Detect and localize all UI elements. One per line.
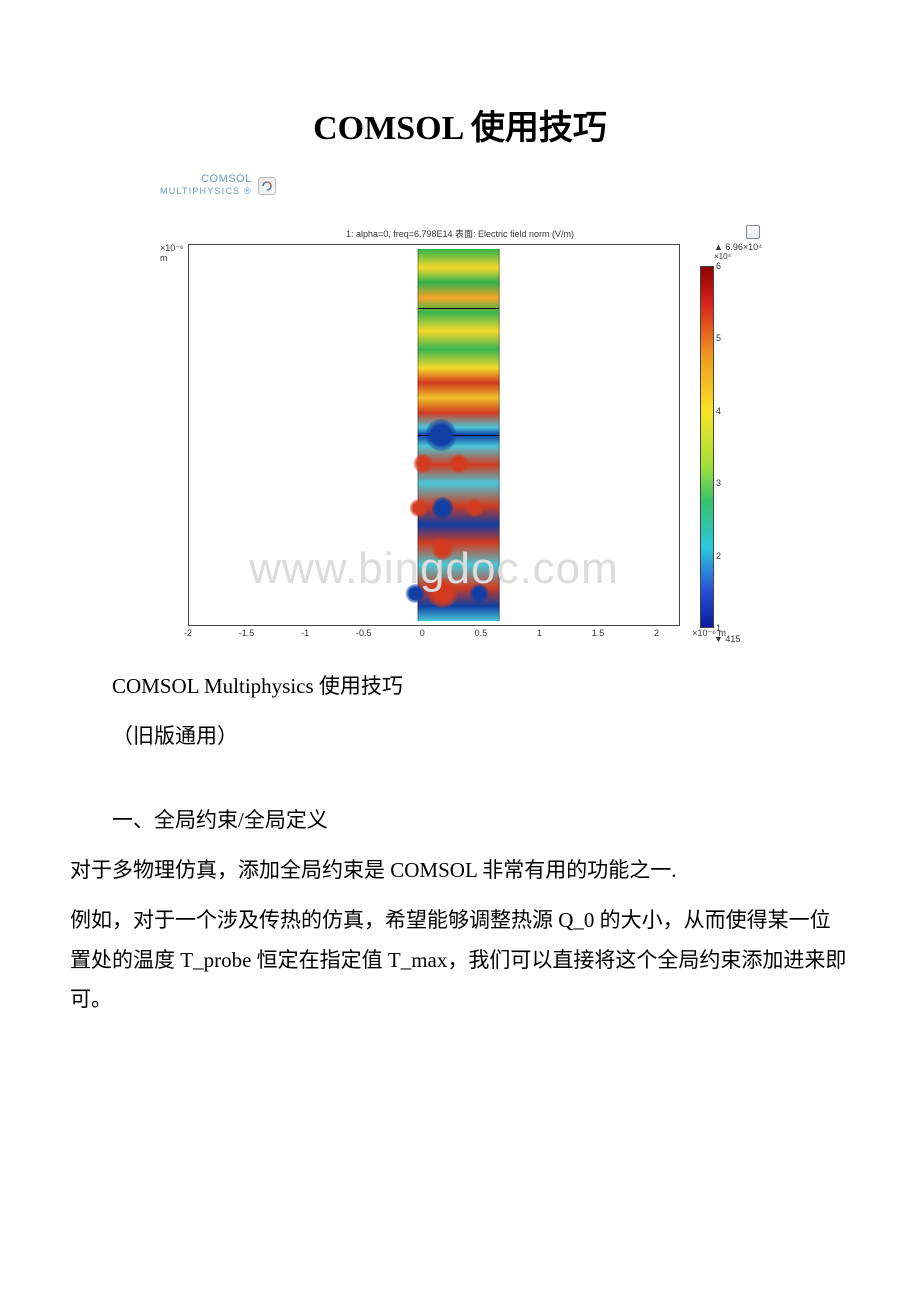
colorbar-tick: 4 [716, 406, 721, 416]
x-tick: 0 [420, 628, 425, 638]
field-blob [425, 419, 457, 451]
field-blob [405, 584, 424, 603]
logo-line1: COMSOL [201, 173, 252, 185]
field-blob [466, 499, 483, 516]
field-blob [428, 578, 458, 608]
x-tick: -1.5 [239, 628, 255, 638]
x-tick: -0.5 [356, 628, 372, 638]
colorbar-tick: 1 [716, 623, 721, 633]
subtitle-1: COMSOL Multiphysics 使用技巧 [70, 667, 850, 707]
body-para-2: 例如，对于一个涉及传热的仿真，希望能够调整热源 Q_0 的大小，从而使得某一位置… [70, 901, 850, 1021]
logo-block: COMSOL MULTIPHYSICS ® [160, 169, 850, 197]
field-blob [449, 454, 468, 473]
colorbar-tick: 2 [716, 551, 721, 561]
colorbar-max: ▲ 6.96×10⁴ ×10⁴ [714, 242, 762, 261]
plot-title: 1: alpha=0, freq=6.798E14 表面: Electric f… [160, 227, 760, 240]
colorbar: ▲ 6.96×10⁴ ×10⁴ 1 2 3 4 5 6 ▼ 415 [700, 244, 760, 642]
x-tick: -2 [184, 628, 192, 638]
export-icon[interactable] [746, 225, 760, 239]
colorbar-min: ▼ 415 [714, 634, 740, 644]
y-unit-label: ×10⁻⁶ m [160, 244, 184, 264]
x-tick: -1 [301, 628, 309, 638]
colorbar-tick: 5 [716, 333, 721, 343]
section-heading: 一、全局约束/全局定义 [70, 801, 850, 841]
x-tick: 1 [537, 628, 542, 638]
subtitle-2: （旧版通用） [70, 717, 850, 757]
colorbar-tick: 3 [716, 478, 721, 488]
field-blob [410, 499, 427, 516]
body-para-1: 对于多物理仿真，添加全局约束是 COMSOL 非常有用的功能之一. [70, 851, 850, 891]
field-strip [418, 249, 500, 621]
colorbar-tick: 6 [716, 261, 721, 271]
comsol-icon [258, 177, 276, 195]
field-blob [432, 497, 454, 519]
field-blob [413, 454, 432, 473]
doc-title: COMSOL 使用技巧 [70, 100, 850, 149]
logo-text: COMSOL MULTIPHYSICS ® [160, 174, 252, 197]
plot-area: -1.2-1-0.8-0.6-0.4-0.200.20.40.60.81 www… [188, 244, 680, 626]
x-tick: 1.5 [592, 628, 605, 638]
field-divider [419, 308, 499, 309]
field-blob [469, 584, 488, 603]
x-tick: 2 [654, 628, 659, 638]
x-tick: 0.5 [475, 628, 488, 638]
field-blob [432, 538, 454, 560]
field-plot: 1: alpha=0, freq=6.798E14 表面: Electric f… [160, 227, 760, 642]
logo-line2: MULTIPHYSICS ® [160, 186, 252, 196]
